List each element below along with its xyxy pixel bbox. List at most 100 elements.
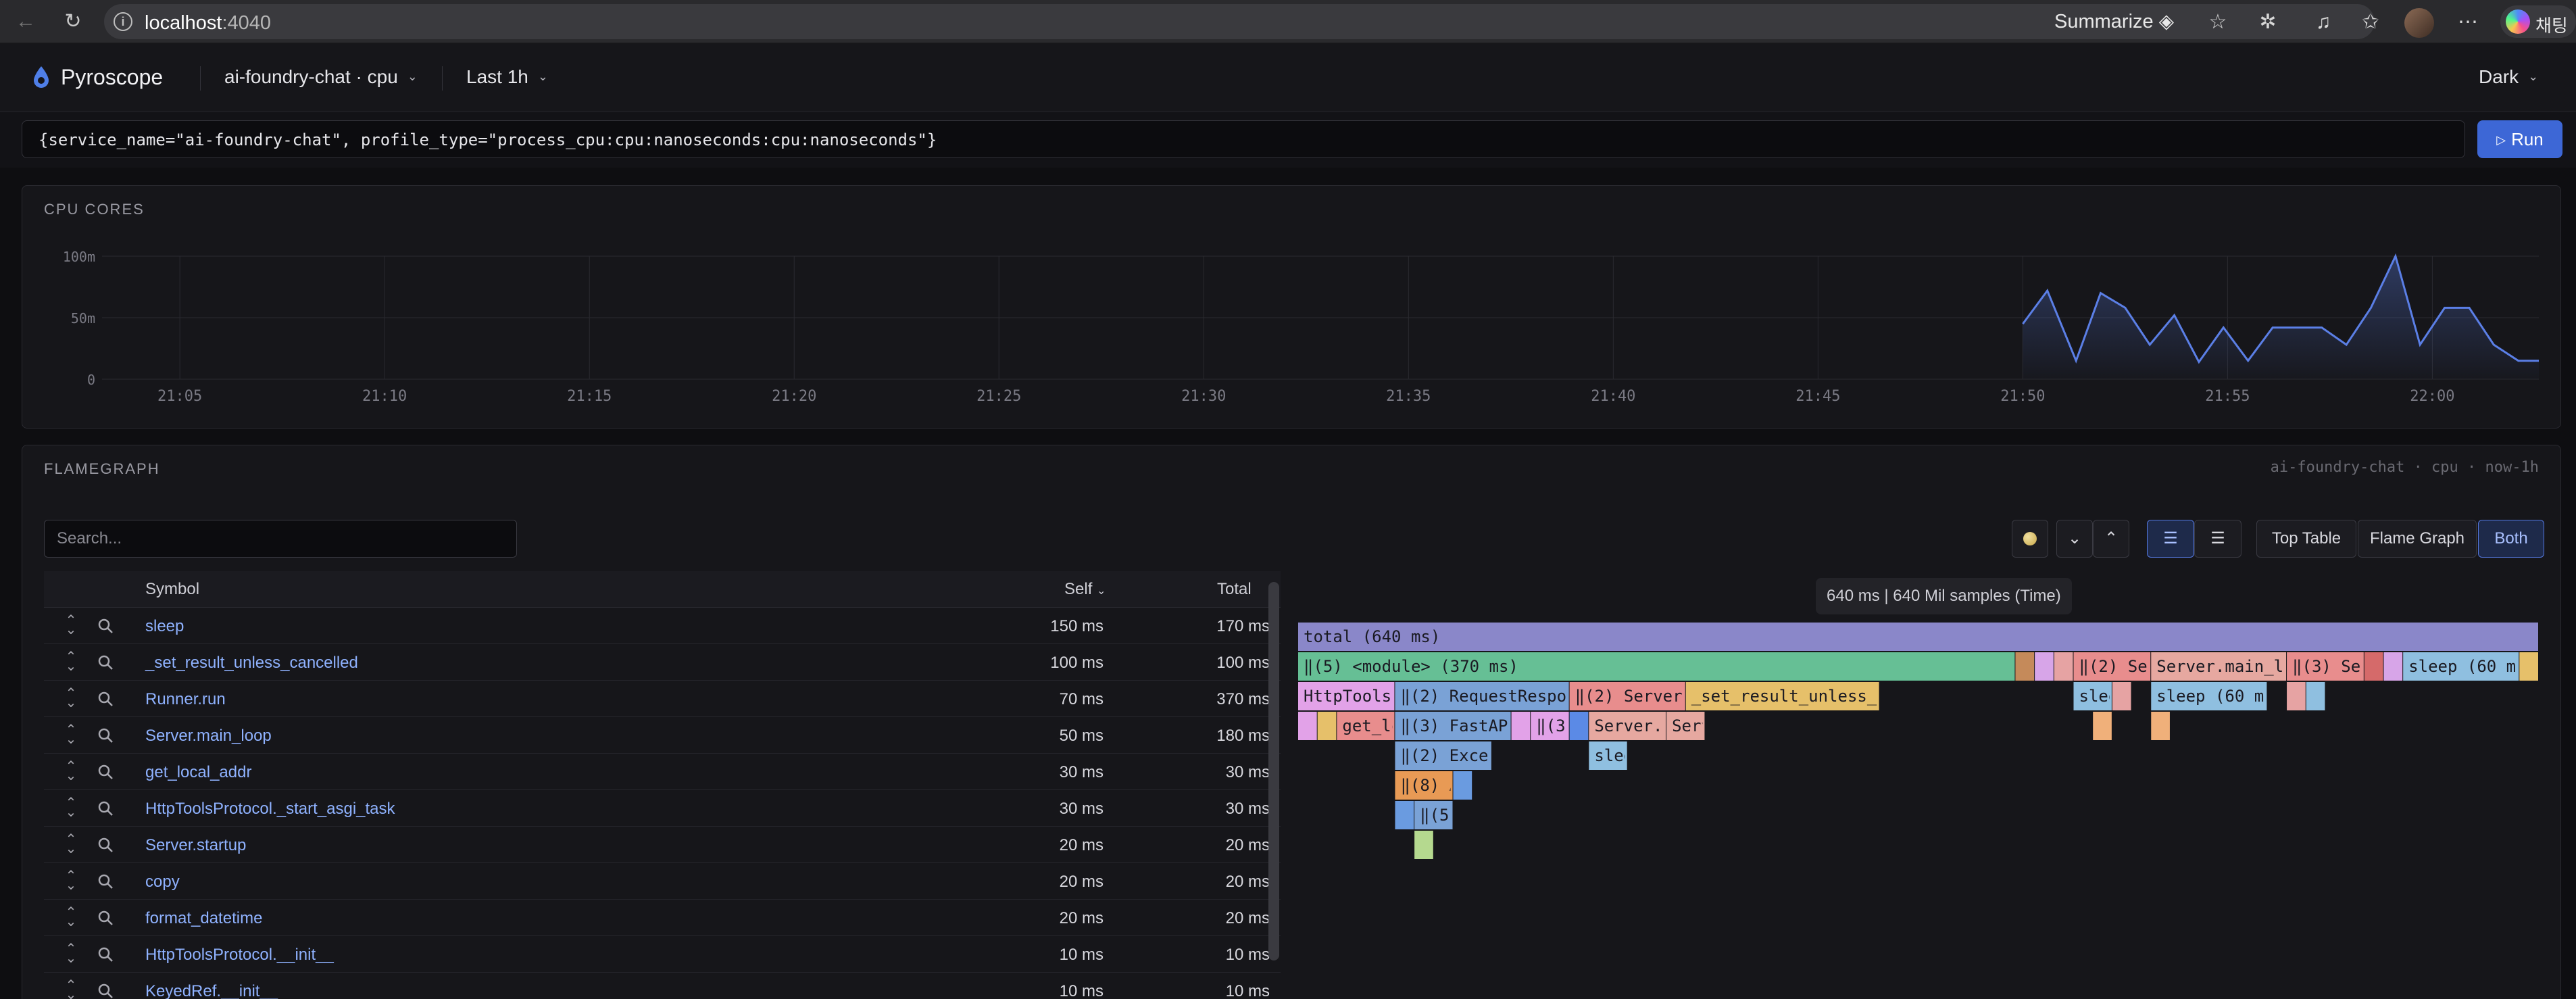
flame-node[interactable]: sleep: [2073, 682, 2128, 710]
flame-node[interactable]: [1317, 712, 1337, 740]
table-row[interactable]: ⌃ ⌄ sleep 150 ms 170 ms: [44, 608, 1281, 644]
flame-node[interactable]: [2015, 652, 2035, 681]
extension-icon[interactable]: ✲: [2259, 11, 2277, 33]
flame-node-rect[interactable]: [1666, 712, 1705, 740]
table-row[interactable]: ⌃ ⌄ copy 20 ms 20 ms: [44, 863, 1281, 900]
search-icon[interactable]: [97, 689, 116, 709]
symbol-name[interactable]: get_local_addr: [145, 763, 252, 781]
flame-node[interactable]: ‖(2) ExceptionMiddleware: [1395, 741, 1635, 770]
flame-node-rect[interactable]: [2015, 652, 2035, 681]
flame-node-rect[interactable]: [2112, 682, 2131, 710]
focus-node-icon[interactable]: ⌃ ⌄: [65, 869, 77, 893]
flame-node-rect[interactable]: [1298, 682, 1395, 710]
favorites-icon[interactable]: ✩: [2362, 11, 2379, 33]
flame-node-rect[interactable]: [2035, 652, 2054, 681]
flame-node-rect[interactable]: [2403, 652, 2519, 681]
flame-node[interactable]: [2364, 652, 2383, 681]
search-icon[interactable]: [97, 908, 116, 928]
flame-node-rect[interactable]: [1298, 712, 1317, 740]
flame-node[interactable]: sleep (60 ms): [2403, 652, 2535, 681]
flame-node[interactable]: ‖(2) Server.startup: [2073, 652, 2265, 681]
search-icon[interactable]: [97, 652, 116, 673]
flame-node[interactable]: Server.main_loop: [2151, 652, 2312, 681]
flame-node-rect[interactable]: [1395, 771, 1453, 800]
theme-selector[interactable]: Dark ⌄: [2479, 66, 2538, 88]
flame-node[interactable]: ‖(3): [1531, 712, 1575, 740]
symbol-name[interactable]: format_datetime: [145, 909, 263, 927]
table-scrollbar[interactable]: [1268, 582, 1279, 960]
flame-node-rect[interactable]: [1395, 712, 1511, 740]
flame-node-rect[interactable]: [1298, 652, 2015, 681]
symbol-name[interactable]: HttpToolsProtocol._start_asgi_task: [145, 800, 395, 818]
flame-node-rect[interactable]: [1414, 831, 1433, 859]
flame-node-rect[interactable]: [1414, 801, 1453, 829]
avatar[interactable]: [2404, 8, 2434, 38]
flame-node[interactable]: sleep (60 ms): [2151, 682, 2283, 710]
focus-node-icon[interactable]: ⌃ ⌄: [65, 978, 77, 999]
flame-node[interactable]: [2054, 652, 2073, 681]
flame-node[interactable]: [2383, 652, 2403, 681]
flame-node[interactable]: [2287, 682, 2306, 710]
symbol-column-header[interactable]: Symbol: [145, 580, 200, 598]
star-icon[interactable]: ☆: [2208, 11, 2227, 33]
flame-node-rect[interactable]: [1569, 682, 1685, 710]
flame-node[interactable]: [1414, 831, 1433, 859]
table-row[interactable]: ⌃ ⌄ format_datetime 20 ms 20 ms: [44, 900, 1281, 936]
flame-node-rect[interactable]: [2073, 652, 2151, 681]
flame-node[interactable]: [1569, 712, 1589, 740]
color-scheme-button[interactable]: [2012, 520, 2048, 558]
flame-node[interactable]: ‖(5) call: [1414, 801, 1508, 829]
symbol-name[interactable]: HttpToolsProtocol.__init__: [145, 946, 334, 964]
flame-node-rect[interactable]: [1298, 623, 2538, 651]
flame-node-rect[interactable]: [2073, 682, 2112, 710]
flame-node-rect[interactable]: [1531, 712, 1569, 740]
flame-node[interactable]: ‖(8) AsyncExitStack: [1395, 771, 1586, 800]
table-row[interactable]: ⌃ ⌄ Server.startup 20 ms 20 ms: [44, 827, 1281, 863]
flame-node-rect[interactable]: [1453, 771, 1472, 800]
flame-node[interactable]: total (640 ms): [1298, 623, 2538, 651]
table-row[interactable]: ⌃ ⌄ Server.main_loop 50 ms 180 ms: [44, 717, 1281, 754]
flame-node-rect[interactable]: [1589, 741, 1627, 770]
search-icon[interactable]: [97, 616, 116, 636]
flame-node-rect[interactable]: [2519, 652, 2538, 681]
flame-node-rect[interactable]: [2054, 652, 2073, 681]
align-right-button[interactable]: ☰: [2194, 520, 2241, 558]
back-arrow-icon[interactable]: ←: [16, 10, 36, 32]
reload-icon[interactable]: ↻: [64, 10, 82, 32]
flame-node-rect[interactable]: [2093, 712, 2112, 740]
expand-all-button[interactable]: ⌃: [2093, 520, 2129, 558]
focus-node-icon[interactable]: ⌃ ⌄: [65, 905, 77, 929]
flame-node-rect[interactable]: [2151, 712, 2170, 740]
flame-node-rect[interactable]: [1685, 682, 1879, 710]
top-table-button[interactable]: Top Table: [2256, 520, 2356, 558]
focus-node-icon[interactable]: ⌃ ⌄: [65, 796, 77, 820]
flame-node-rect[interactable]: [1395, 682, 1569, 710]
time-range-selector[interactable]: Last 1h ⌄: [466, 66, 548, 88]
symbol-name[interactable]: copy: [145, 873, 180, 891]
flame-node[interactable]: [2151, 712, 2170, 740]
symbol-name[interactable]: _set_result_unless_cancelled: [145, 654, 358, 672]
flame-node[interactable]: get_local_addr: [1337, 712, 1479, 740]
flame-node[interactable]: [2093, 712, 2112, 740]
service-selector[interactable]: ai-foundry-chat · cpu ⌄: [224, 66, 418, 88]
flame-node[interactable]: [1511, 712, 1531, 740]
brand[interactable]: Pyroscope: [32, 64, 163, 91]
flame-node-rect[interactable]: [1589, 712, 1666, 740]
table-row[interactable]: ⌃ ⌄ Runner.run 70 ms 370 ms: [44, 681, 1281, 717]
search-icon[interactable]: [97, 981, 116, 999]
flame-node-rect[interactable]: [2151, 682, 2267, 710]
flame-graph-button[interactable]: Flame Graph: [2358, 520, 2477, 558]
table-row[interactable]: ⌃ ⌄ get_local_addr 30 ms 30 ms: [44, 754, 1281, 790]
focus-node-icon[interactable]: ⌃ ⌄: [65, 686, 77, 710]
flame-node-rect[interactable]: [1337, 712, 1395, 740]
symbol-name[interactable]: sleep: [145, 617, 184, 635]
table-row[interactable]: ⌃ ⌄ HttpToolsProtocol.__init__ 10 ms 10 ms: [44, 936, 1281, 973]
search-icon[interactable]: [97, 871, 116, 892]
flame-node[interactable]: [1453, 771, 1472, 800]
flame-node-rect[interactable]: [2151, 652, 2287, 681]
both-view-button[interactable]: Both: [2478, 520, 2544, 558]
focus-node-icon[interactable]: ⌃ ⌄: [65, 723, 77, 747]
flame-node-rect[interactable]: [2383, 652, 2403, 681]
collapse-all-button[interactable]: ⌄: [2056, 520, 2093, 558]
symbol-name[interactable]: KeyedRef.__init__: [145, 982, 278, 999]
